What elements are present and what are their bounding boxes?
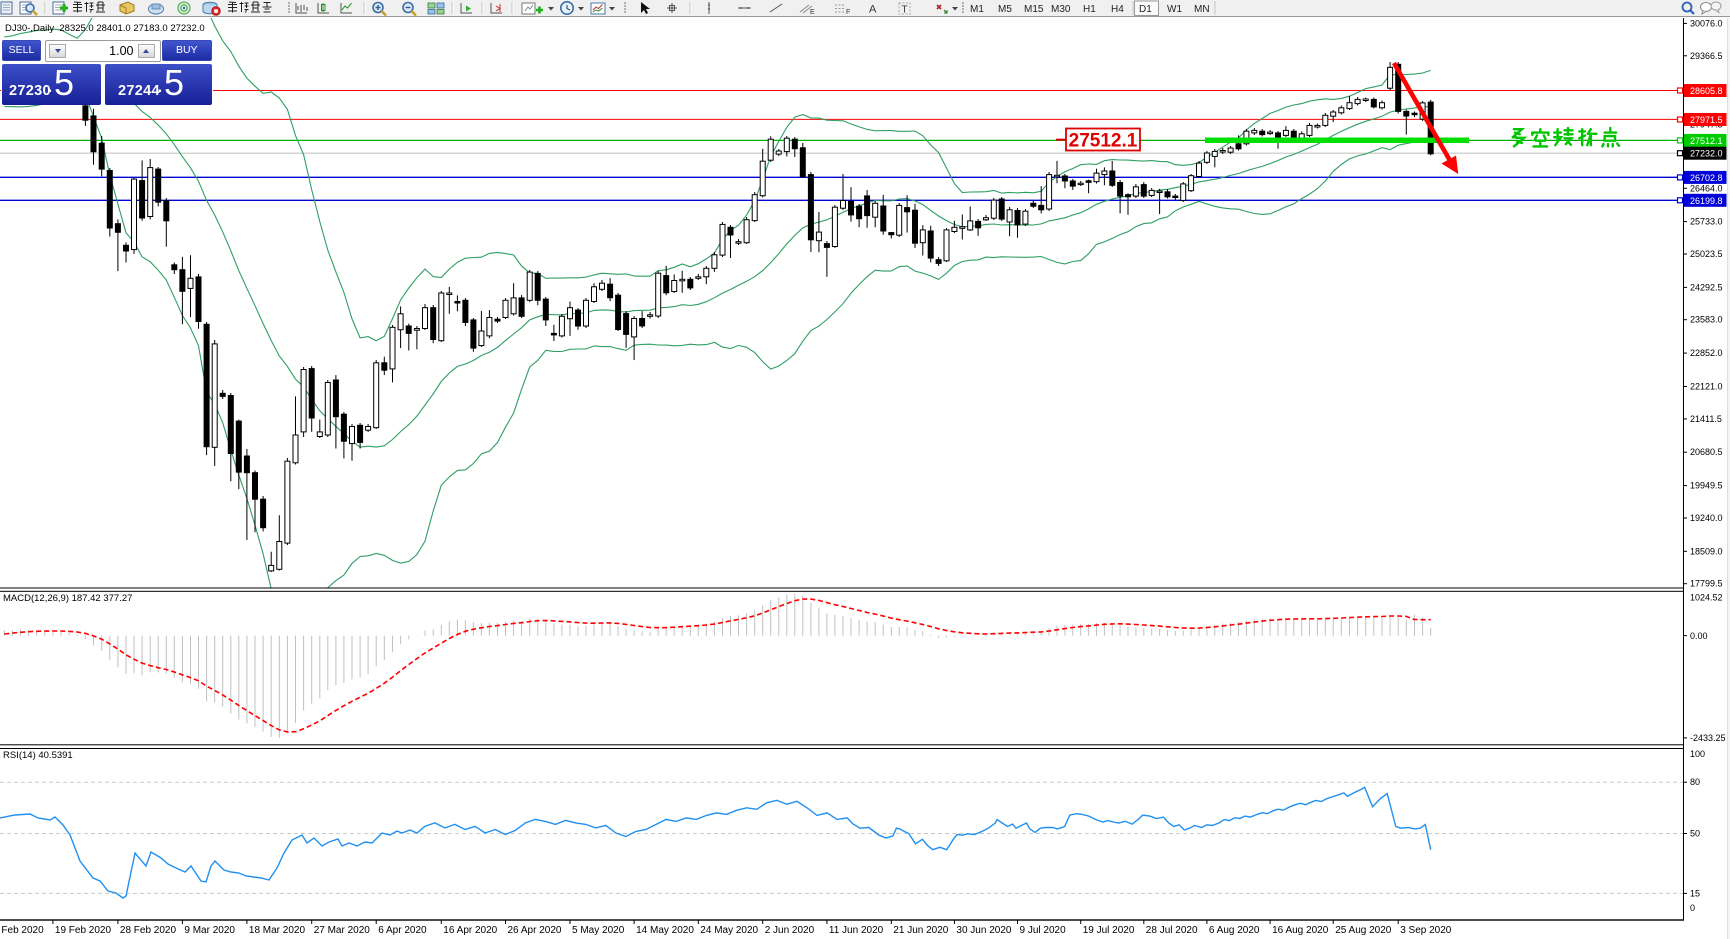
svg-text:25 Aug 2020: 25 Aug 2020	[1335, 925, 1392, 936]
svg-text:16 Apr 2020: 16 Apr 2020	[443, 925, 497, 936]
svg-text:0.00: 0.00	[1690, 631, 1708, 641]
svg-text:F: F	[846, 9, 850, 16]
svg-text:10 Feb 2020: 10 Feb 2020	[0, 925, 44, 936]
svg-text:9 Mar 2020: 9 Mar 2020	[184, 925, 235, 936]
svg-text:16 Aug 2020: 16 Aug 2020	[1272, 925, 1329, 936]
svg-text:26464.0: 26464.0	[1690, 183, 1723, 193]
svg-text:DJ30-,Daily 28325.0 28401.0 2: DJ30-,Daily 28325.0 28401.0 27183.0 2723…	[5, 23, 205, 34]
svg-text:T: T	[902, 5, 908, 16]
svg-text:50: 50	[1690, 829, 1700, 839]
svg-text:28605.8: 28605.8	[1690, 86, 1723, 96]
svg-text:27971.5: 27971.5	[1690, 115, 1723, 125]
svg-text:22121.0: 22121.0	[1690, 382, 1723, 392]
svg-text:24 May 2020: 24 May 2020	[700, 925, 758, 936]
svg-text:9 Jul 2020: 9 Jul 2020	[1020, 925, 1067, 936]
svg-text:21411.5: 21411.5	[1690, 414, 1722, 424]
svg-text:11 Jun 2020: 11 Jun 2020	[829, 925, 884, 936]
svg-text:M1: M1	[970, 4, 984, 15]
svg-text:18509.0: 18509.0	[1690, 546, 1723, 556]
svg-text:W1: W1	[1167, 4, 1182, 15]
svg-text:D1: D1	[1139, 4, 1152, 15]
svg-text:23583.0: 23583.0	[1690, 315, 1723, 325]
svg-text:MN: MN	[1194, 4, 1210, 15]
svg-text:E: E	[810, 9, 815, 16]
svg-text:20680.5: 20680.5	[1690, 447, 1723, 457]
svg-text:26702.8: 26702.8	[1690, 173, 1723, 183]
svg-text:H1: H1	[1083, 4, 1096, 15]
svg-text:19240.0: 19240.0	[1690, 513, 1723, 523]
svg-text:M30: M30	[1051, 4, 1071, 15]
svg-text:MACD(12,26,9) 187.42 377.27: MACD(12,26,9) 187.42 377.27	[3, 593, 132, 604]
svg-text:30 Jun 2020: 30 Jun 2020	[956, 925, 1011, 936]
svg-text:100: 100	[1690, 749, 1705, 759]
svg-text:28 Jul 2020: 28 Jul 2020	[1146, 925, 1198, 936]
svg-text:1024.52: 1024.52	[1690, 593, 1723, 603]
svg-text:27512.1: 27512.1	[1069, 131, 1138, 152]
svg-text:27232.0: 27232.0	[1690, 149, 1723, 159]
svg-text:H4: H4	[1111, 4, 1124, 15]
svg-text:19949.5: 19949.5	[1690, 481, 1723, 491]
svg-text:25733.0: 25733.0	[1690, 217, 1723, 227]
svg-text:M5: M5	[998, 4, 1012, 15]
svg-text:21 Jun 2020: 21 Jun 2020	[893, 925, 948, 936]
svg-text:6 Apr 2020: 6 Apr 2020	[378, 925, 427, 936]
svg-text:2 Jun 2020: 2 Jun 2020	[765, 925, 815, 936]
svg-text:27 Mar 2020: 27 Mar 2020	[314, 925, 371, 936]
svg-text:-2433.25: -2433.25	[1690, 733, 1726, 743]
svg-text:29366.5: 29366.5	[1690, 51, 1723, 61]
svg-text:30076.0: 30076.0	[1690, 18, 1723, 28]
svg-text:18 Mar 2020: 18 Mar 2020	[249, 925, 306, 936]
svg-text:0: 0	[1690, 903, 1695, 913]
svg-text:6 Aug 2020: 6 Aug 2020	[1209, 925, 1260, 936]
svg-text:17799.5: 17799.5	[1690, 579, 1723, 589]
svg-text:3 Sep 2020: 3 Sep 2020	[1400, 925, 1452, 936]
svg-text:19 Feb 2020: 19 Feb 2020	[55, 925, 112, 936]
svg-text:27512.1: 27512.1	[1690, 136, 1723, 146]
svg-text:A: A	[869, 4, 877, 16]
svg-text:25023.5: 25023.5	[1690, 249, 1723, 259]
svg-text:15: 15	[1690, 888, 1700, 898]
svg-text:M15: M15	[1024, 4, 1044, 15]
svg-text:RSI(14) 40.5391: RSI(14) 40.5391	[3, 750, 73, 761]
svg-text:26199.8: 26199.8	[1690, 196, 1723, 206]
svg-text:19 Jul 2020: 19 Jul 2020	[1083, 925, 1135, 936]
svg-text:80: 80	[1690, 777, 1700, 787]
svg-text:5 May 2020: 5 May 2020	[572, 925, 625, 936]
svg-text:26 Apr 2020: 26 Apr 2020	[508, 925, 562, 936]
svg-text:14 May 2020: 14 May 2020	[636, 925, 694, 936]
svg-text:28 Feb 2020: 28 Feb 2020	[120, 925, 177, 936]
svg-text:22852.0: 22852.0	[1690, 348, 1723, 358]
svg-text:24292.5: 24292.5	[1690, 282, 1723, 292]
